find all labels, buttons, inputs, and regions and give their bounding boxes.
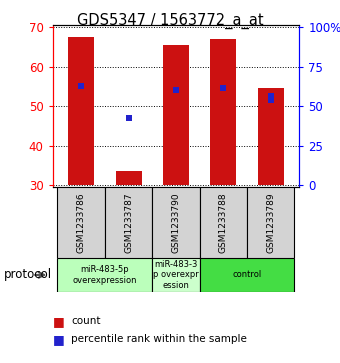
Text: percentile rank within the sample: percentile rank within the sample [71, 334, 247, 344]
Text: miR-483-5p
overexpression: miR-483-5p overexpression [73, 265, 137, 285]
Bar [258, 89, 284, 185]
Text: GSM1233788: GSM1233788 [219, 192, 228, 253]
Text: ■: ■ [53, 315, 65, 328]
Text: GSM1233787: GSM1233787 [124, 192, 133, 253]
Bar [200, 258, 294, 292]
Bar [152, 258, 200, 292]
Text: miR-483-3
p overexpr
ession: miR-483-3 p overexpr ession [153, 260, 199, 290]
Text: GSM1233786: GSM1233786 [76, 192, 86, 253]
Text: GDS5347 / 1563772_a_at: GDS5347 / 1563772_a_at [77, 13, 263, 29]
Text: count: count [71, 316, 101, 326]
Bar [105, 187, 152, 258]
Bar [163, 45, 189, 185]
Text: control: control [233, 270, 262, 280]
Text: ■: ■ [53, 333, 65, 346]
Bar [200, 187, 247, 258]
Bar [68, 37, 94, 185]
Bar [210, 39, 236, 185]
Text: GSM1233790: GSM1233790 [171, 192, 181, 253]
Bar [152, 187, 200, 258]
Text: protocol: protocol [3, 269, 52, 281]
Bar [57, 187, 105, 258]
Bar [247, 187, 294, 258]
Bar [116, 171, 141, 185]
Bar [57, 258, 152, 292]
Text: GSM1233789: GSM1233789 [266, 192, 275, 253]
